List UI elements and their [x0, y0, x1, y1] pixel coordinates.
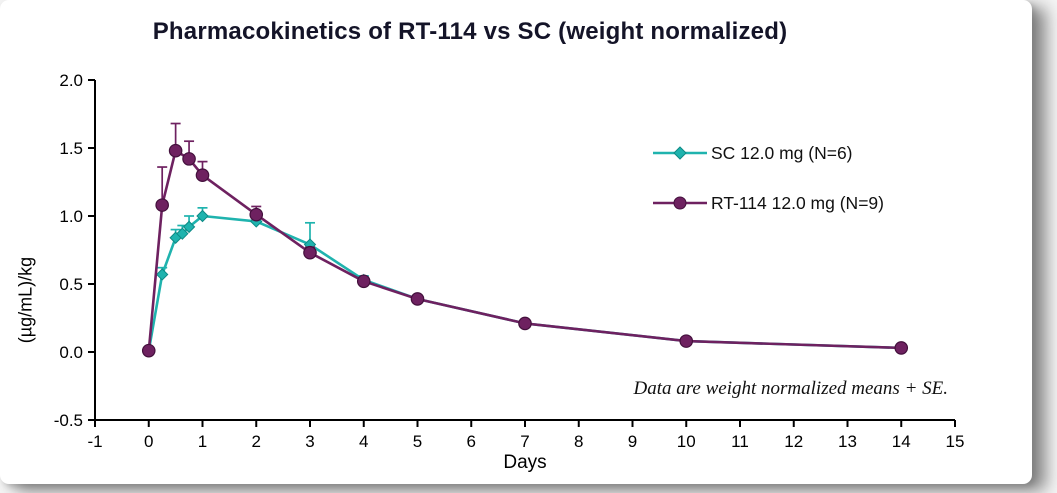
svg-text:9: 9: [628, 432, 637, 450]
svg-text:8: 8: [574, 432, 583, 450]
legend-item-rt114: RT-114 12.0 mg (N=9): [652, 193, 884, 213]
chart-title: Pharmacokinetics of RT-114 vs SC (weight…: [152, 18, 788, 45]
svg-text:11: 11: [731, 432, 749, 450]
svg-text:1: 1: [198, 432, 207, 450]
svg-text:13: 13: [838, 432, 857, 450]
svg-text:14: 14: [892, 432, 911, 450]
legend-item-sc: SC 12.0 mg (N=6): [652, 143, 884, 163]
svg-text:1.0: 1.0: [59, 207, 83, 226]
x-axis-label: Days: [503, 452, 547, 473]
svg-text:10: 10: [677, 432, 696, 450]
legend-marker-sc-diamond-icon: [653, 146, 707, 160]
y-axis-label: (µg/mL)/kg: [15, 256, 36, 344]
footnote-annotation: Data are weight normalized means + SE.: [633, 378, 948, 399]
legend-marker-rt114-circle-icon: [653, 196, 707, 210]
svg-text:5: 5: [413, 432, 422, 450]
series-rt114: [141, 122, 909, 358]
svg-text:2.0: 2.0: [59, 71, 83, 90]
svg-text:-1: -1: [87, 432, 102, 450]
chart: -1 0 1 2 3 4 5 6 7 8 9 10 11 12 13 14 15 -0.5 0.0 0.5 1.0 1.5…: [0, 50, 1010, 480]
legend: SC 12.0 mg (N=6) RT-114 12.0 mg (N=9): [652, 143, 884, 243]
svg-text:15: 15: [946, 432, 965, 450]
svg-text:3: 3: [305, 432, 314, 450]
svg-text:0: 0: [144, 432, 153, 450]
svg-text:6: 6: [467, 432, 476, 450]
svg-text:1.5: 1.5: [59, 139, 83, 158]
plot-svg: -1 0 1 2 3 4 5 6 7 8 9 10 11 12 13 14 15-0.50.00.51.01.5…: [54, 71, 965, 450]
legend-label-sc: SC 12.0 mg (N=6): [711, 142, 853, 163]
slide-canvas: Pharmacokinetics of RT-114 vs SC (weight…: [0, 0, 1032, 484]
svg-text:0.0: 0.0: [59, 343, 83, 362]
svg-text:2: 2: [252, 432, 261, 450]
svg-text:4: 4: [359, 432, 368, 450]
svg-text:12: 12: [784, 432, 803, 450]
svg-text:7: 7: [520, 432, 529, 450]
svg-text:-0.5: -0.5: [54, 411, 83, 430]
svg-text:0.5: 0.5: [59, 275, 83, 294]
legend-label-rt114: RT-114 12.0 mg (N=9): [711, 192, 884, 213]
